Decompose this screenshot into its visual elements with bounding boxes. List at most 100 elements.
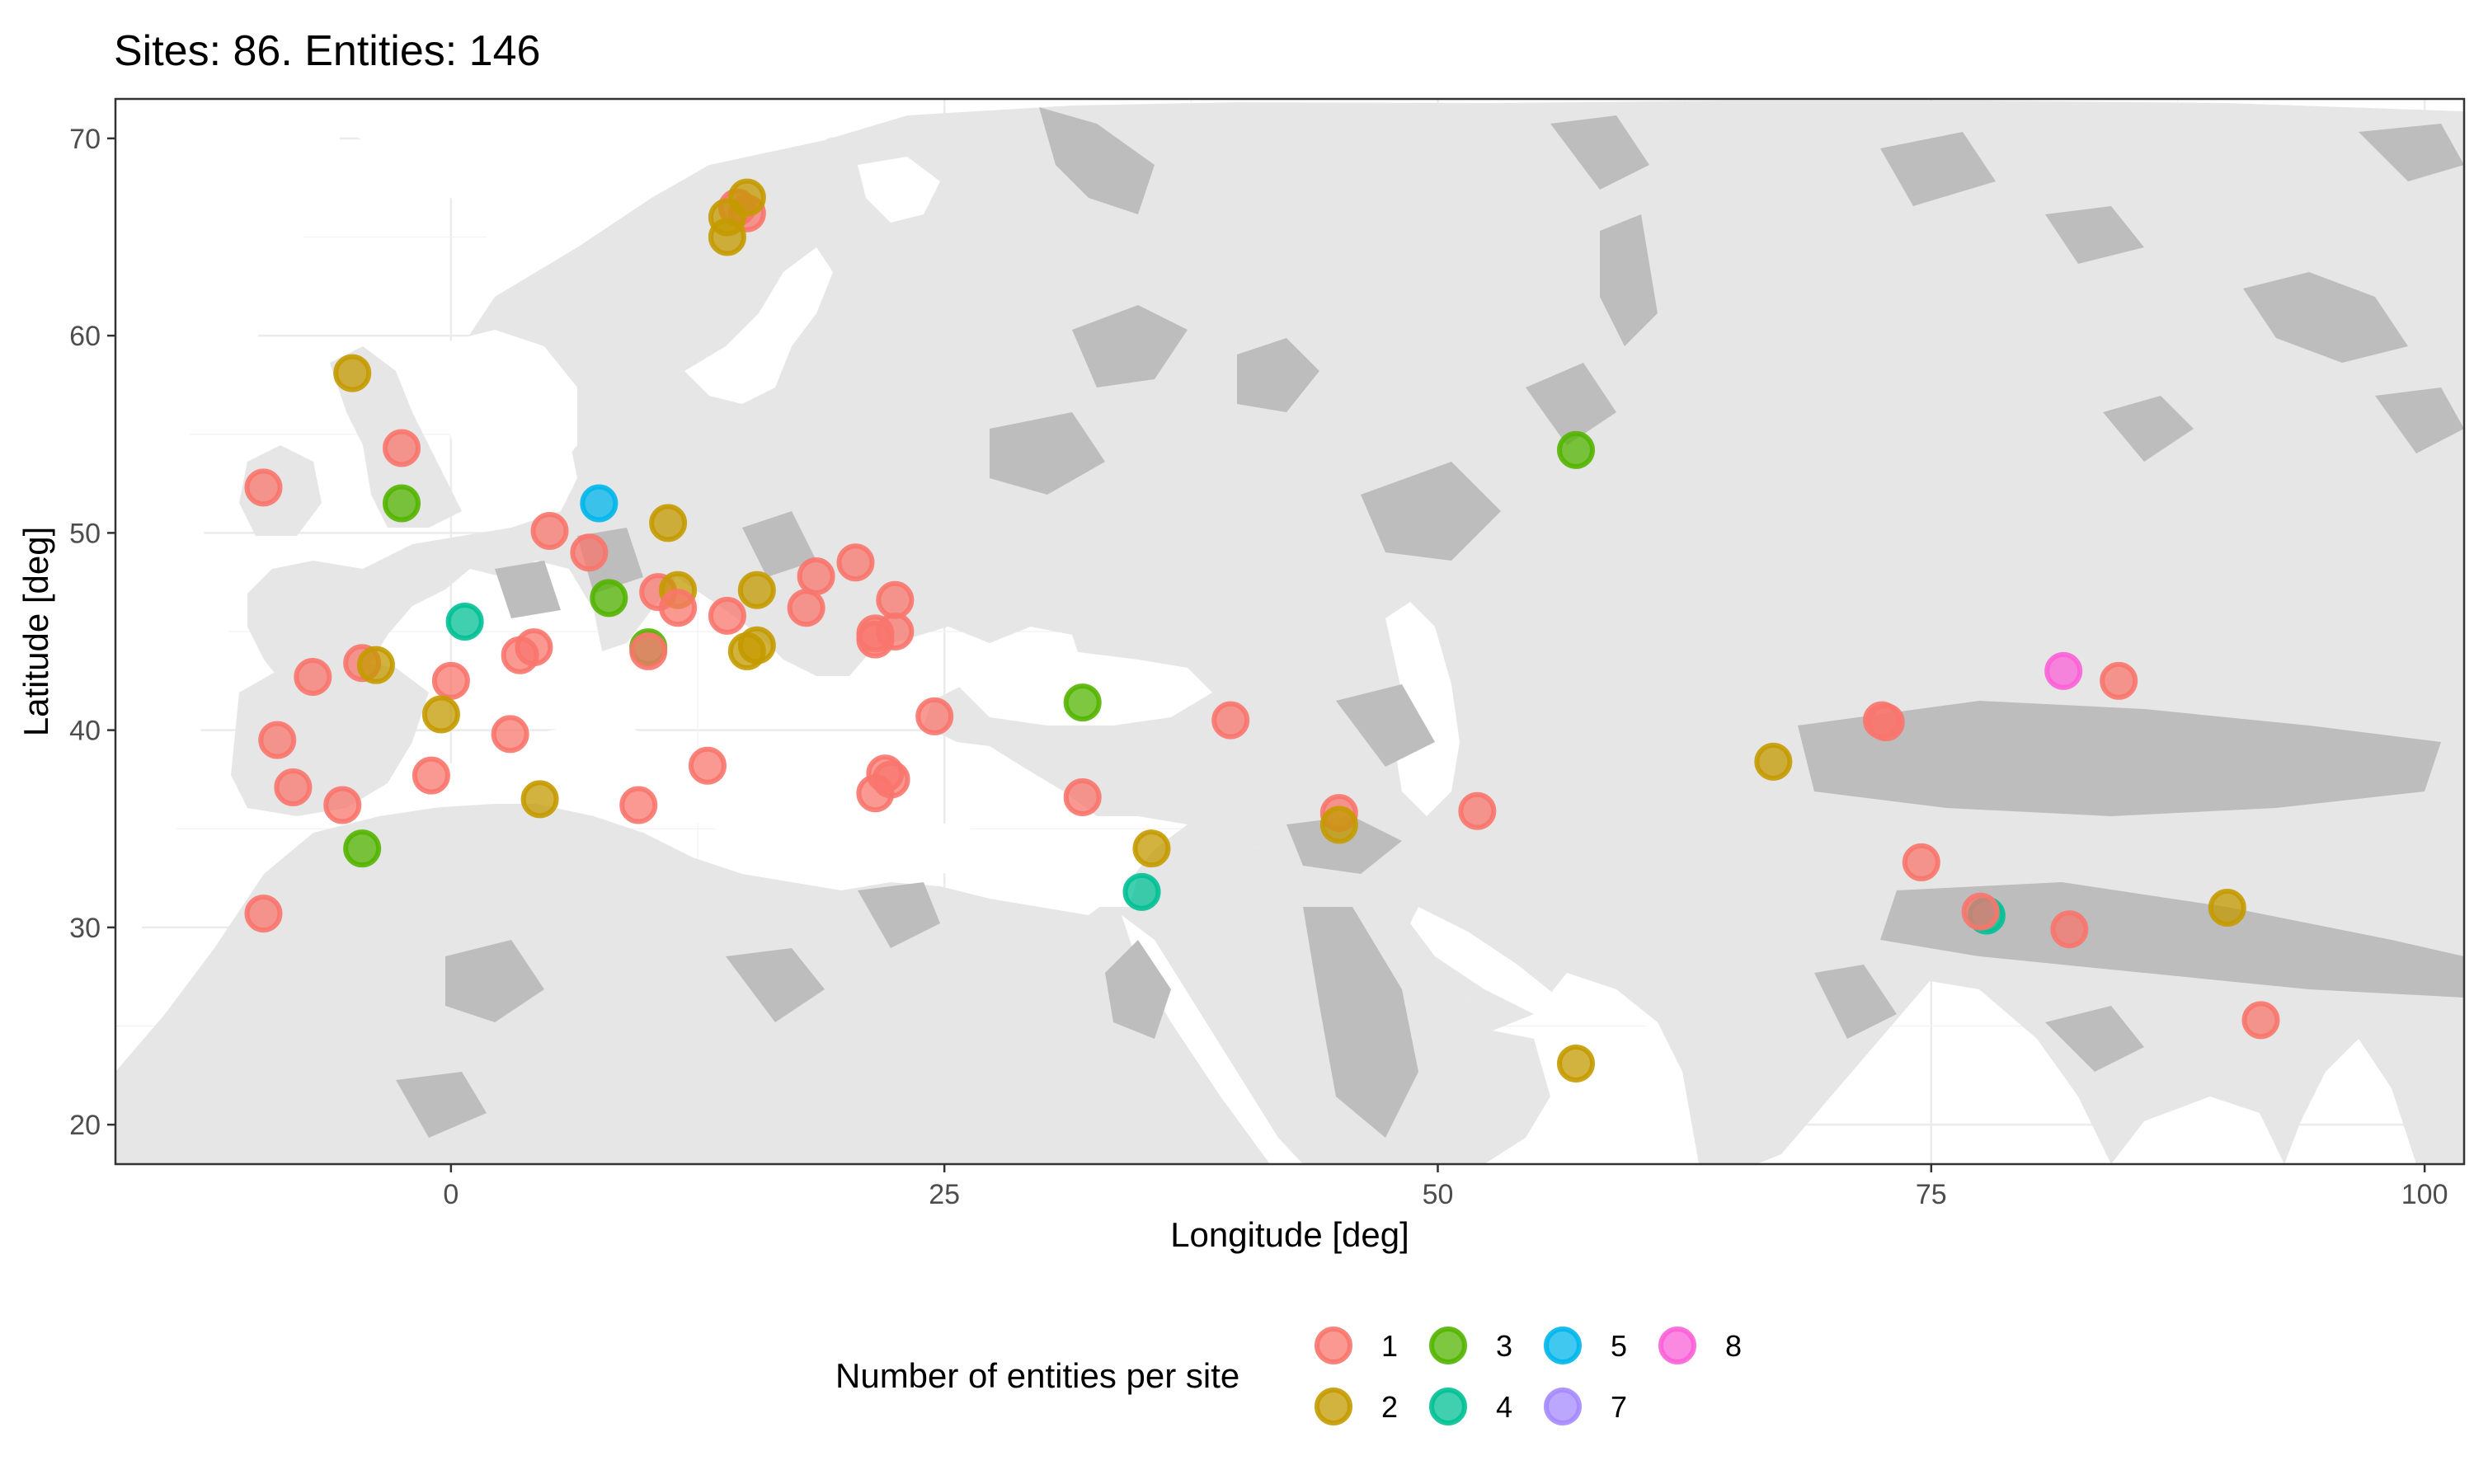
- site-point-fill: [424, 697, 458, 731]
- site-point-ring: [1961, 892, 2000, 931]
- legend-item: 4: [1429, 1388, 1512, 1425]
- site-point-fill: [918, 699, 952, 733]
- site-point-ring: [836, 543, 875, 582]
- x-axis-title: Longitude [deg]: [1170, 1215, 1409, 1254]
- base-map: [115, 99, 2464, 1164]
- site-point: [629, 632, 668, 670]
- site-point-ring: [515, 628, 553, 667]
- site-point: [2100, 661, 2138, 700]
- site-point-ring: [727, 178, 766, 217]
- site-point-ring: [1866, 703, 1905, 742]
- legend-label: 5: [1611, 1329, 1627, 1363]
- site-point-ring: [797, 557, 835, 596]
- legend-label: 2: [1381, 1390, 1398, 1424]
- site-point-ring: [856, 774, 895, 813]
- site-point-ring: [383, 484, 421, 523]
- site-point-fill: [730, 181, 764, 214]
- legend-key-ring: [1429, 1388, 1467, 1425]
- site-point-ring: [1063, 683, 1102, 722]
- site-point-fill: [434, 664, 468, 697]
- site-point-ring: [2241, 1001, 2280, 1040]
- site-point-ring: [520, 780, 559, 819]
- site-point-fill: [1214, 703, 1248, 737]
- site-point: [491, 715, 529, 754]
- legend-key-ring: [1315, 1327, 1352, 1364]
- site-point-ring: [2050, 910, 2089, 949]
- north-sea: [429, 330, 577, 503]
- site-point: [1122, 872, 1161, 911]
- site-point-ring: [1557, 430, 1596, 469]
- site-point-fill: [1125, 875, 1159, 909]
- site-point-ring: [915, 697, 954, 735]
- bay-of-bengal: [2111, 1097, 2284, 1164]
- x-tick-label: 100: [2401, 1179, 2448, 1210]
- legend-item: 1: [1315, 1327, 1398, 1364]
- site-point-fill: [385, 431, 419, 465]
- site-point-ring: [1122, 872, 1161, 911]
- site-point: [1458, 791, 1497, 830]
- site-point: [659, 589, 698, 627]
- y-axis: 20 30 40 50 60 70: [69, 124, 115, 1141]
- site-point: [2208, 888, 2246, 927]
- site-point-fill: [799, 560, 833, 594]
- site-point-fill: [839, 546, 872, 580]
- site-point-ring: [294, 658, 332, 697]
- site-point-ring: [570, 533, 609, 572]
- site-point: [580, 484, 618, 523]
- site-point-fill: [326, 788, 360, 822]
- site-point: [274, 768, 313, 807]
- site-point-ring: [590, 579, 628, 618]
- site-point-ring: [1458, 791, 1497, 830]
- site-point-ring: [619, 786, 658, 824]
- legend-items: 1 2 3 4 5 7 8: [1315, 1327, 1742, 1425]
- site-point: [1961, 892, 2000, 931]
- site-point: [520, 780, 559, 819]
- site-point-ring: [688, 746, 727, 785]
- site-point: [1754, 742, 1793, 781]
- site-point-fill: [493, 717, 527, 751]
- site-point-fill: [247, 897, 280, 931]
- white-sea: [858, 157, 940, 223]
- site-point-ring: [530, 511, 569, 550]
- site-point: [343, 829, 382, 868]
- site-point-ring: [649, 504, 688, 542]
- site-point: [727, 178, 766, 217]
- site-point-fill: [448, 605, 482, 639]
- site-point-fill: [414, 758, 448, 792]
- site-point: [2044, 651, 2083, 690]
- site-point: [915, 697, 954, 735]
- legend-key-ring: [1544, 1327, 1582, 1364]
- site-point-ring: [491, 715, 529, 754]
- site-point-fill: [346, 832, 379, 866]
- site-point-fill: [1065, 780, 1099, 814]
- site-point: [383, 429, 421, 467]
- map-panel-border: [114, 97, 2466, 1166]
- page-title: Sites: 86. Entities: 146: [114, 27, 541, 75]
- site-point-fill: [385, 486, 419, 520]
- site-point-fill: [592, 581, 626, 615]
- site-point: [356, 646, 395, 684]
- baltic-sea: [684, 247, 833, 404]
- site-point-fill: [1559, 433, 1593, 467]
- site-point: [421, 695, 460, 734]
- site-point: [649, 504, 688, 542]
- site-point: [1063, 777, 1102, 816]
- site-point-fill: [690, 749, 724, 782]
- site-point-ring: [2208, 888, 2246, 927]
- site-point: [1132, 829, 1171, 868]
- site-point-fill: [296, 660, 330, 694]
- site-point-fill: [632, 634, 666, 668]
- site-point-fill: [858, 617, 892, 650]
- site-point-fill: [2102, 664, 2136, 697]
- y-tick-label: 70: [69, 124, 101, 155]
- y-axis-title: Latitude [deg]: [16, 527, 55, 737]
- site-point-ring: [708, 596, 746, 635]
- site-point: [244, 895, 283, 933]
- site-point-ring: [659, 589, 698, 627]
- site-point-ring: [356, 646, 395, 684]
- site-point: [856, 774, 895, 813]
- site-point-fill: [336, 356, 369, 390]
- site-point-ring: [1754, 742, 1793, 781]
- site-point: [1211, 701, 1250, 740]
